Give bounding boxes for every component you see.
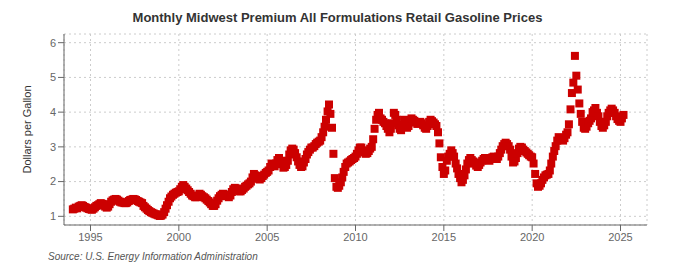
svg-text:2020: 2020 [520, 231, 544, 243]
svg-text:5: 5 [50, 71, 56, 83]
html-text:Source: U.S. Energy Informatio: Source: U.S. Energy Information Administ… [48, 251, 258, 262]
svg-text:4: 4 [50, 106, 56, 118]
svg-text:2: 2 [50, 175, 56, 187]
svg-text:2000: 2000 [167, 231, 191, 243]
svg-text:2005: 2005 [255, 231, 279, 243]
svg-text:1: 1 [50, 210, 56, 222]
svg-text:2010: 2010 [343, 231, 367, 243]
svg-text:3: 3 [50, 141, 56, 153]
svg-text:6: 6 [50, 37, 56, 49]
html-text:Monthly Midwest Premium All Fo: Monthly Midwest Premium All Formulations… [132, 10, 543, 25]
svg-text:2025: 2025 [608, 231, 632, 243]
svg-text:1995: 1995 [78, 231, 102, 243]
svg-text:Dollars per Gallon: Dollars per Gallon [21, 85, 33, 173]
svg-text:2015: 2015 [432, 231, 456, 243]
